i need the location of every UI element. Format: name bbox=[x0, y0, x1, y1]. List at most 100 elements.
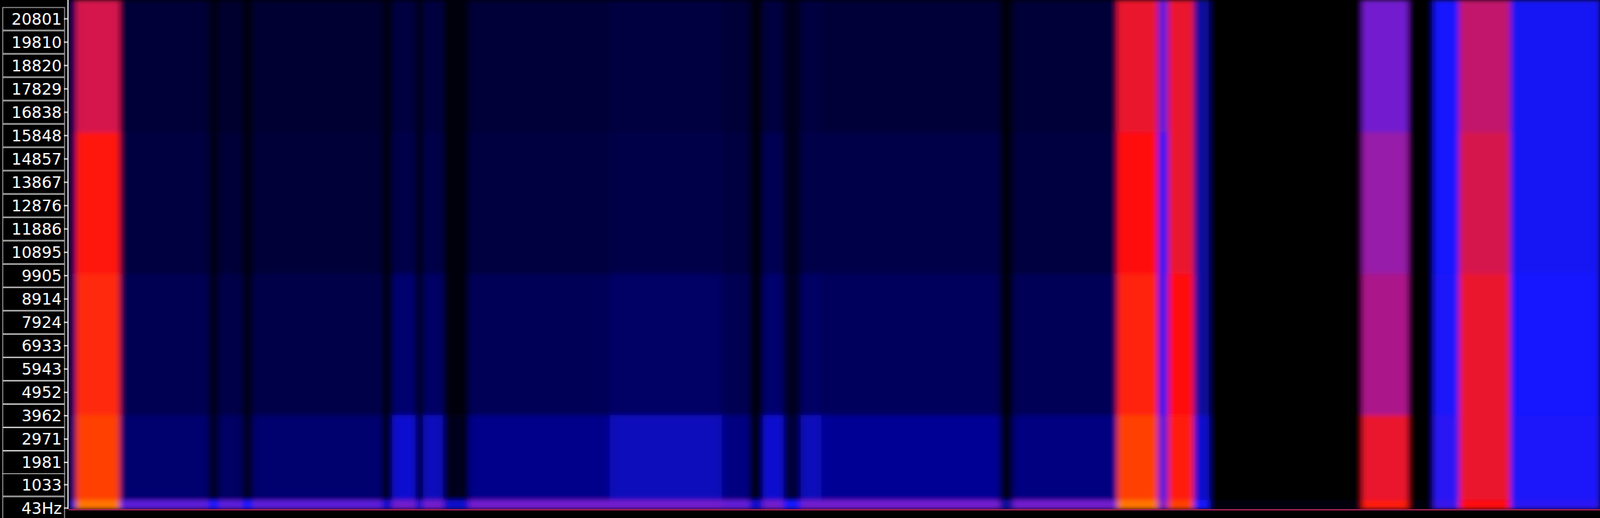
y-tick-label: 5943 bbox=[21, 360, 62, 379]
spectrogram-cell bbox=[1117, 499, 1159, 510]
spectrogram-cell bbox=[242, 415, 253, 501]
spectrogram-cell bbox=[208, 273, 220, 416]
y-tick bbox=[63, 462, 68, 464]
spectrogram-cell bbox=[208, 131, 220, 274]
spectrogram-cell bbox=[783, 0, 802, 133]
spectrogram-cell bbox=[609, 273, 723, 416]
spectrogram-cell bbox=[219, 273, 244, 416]
spectrogram-cell bbox=[999, 0, 1014, 133]
y-tick-label: 13867 bbox=[11, 173, 62, 192]
spectrogram-cell bbox=[1168, 415, 1195, 501]
spectrogram-cell bbox=[219, 415, 244, 501]
spectrogram-cell bbox=[392, 499, 417, 510]
y-tick-label: 16838 bbox=[11, 103, 62, 122]
spectrogram-cell bbox=[252, 0, 383, 133]
y-tick bbox=[63, 41, 68, 43]
spectrogram-cell bbox=[999, 499, 1014, 510]
spectrogram-cell bbox=[423, 0, 444, 133]
y-tick bbox=[63, 252, 68, 254]
y-tick-label: 15848 bbox=[11, 127, 62, 145]
tick-label-box bbox=[2, 194, 65, 217]
spectrogram-cell bbox=[392, 131, 417, 274]
y-tick-label: 11886 bbox=[11, 220, 62, 239]
y-tick-label: 14857 bbox=[11, 150, 62, 169]
y-tick bbox=[63, 415, 68, 417]
y-tick-label: 20801 bbox=[11, 10, 62, 29]
y-tick-label: 18820 bbox=[11, 56, 62, 75]
spectrogram-cell bbox=[1408, 273, 1435, 416]
y-tick bbox=[63, 322, 68, 324]
spectrogram-cell bbox=[783, 273, 802, 416]
spectrogram-cell bbox=[1117, 415, 1159, 501]
spectrogram-cell bbox=[609, 415, 723, 501]
spectrogram-cell bbox=[252, 273, 383, 416]
tick-label-box bbox=[2, 287, 65, 311]
spectrogram-cell bbox=[800, 415, 822, 501]
spectrogram-cell bbox=[749, 131, 764, 274]
spectrogram-cell bbox=[443, 0, 470, 133]
y-axis-line bbox=[67, 0, 69, 510]
spectrogram-chart: 43Hz103319812971396249525943693379248914… bbox=[0, 0, 1600, 518]
spectrogram-cell bbox=[1459, 415, 1511, 501]
y-axis: 43Hz103319812971396249525943693379248914… bbox=[2, 7, 68, 518]
spectrogram-cell bbox=[1362, 0, 1410, 133]
spectrogram-cell bbox=[721, 0, 750, 133]
tick-label-box bbox=[2, 124, 65, 147]
spectrogram-cell bbox=[208, 415, 220, 501]
tick-label-box bbox=[2, 451, 65, 474]
y-tick-label: 17829 bbox=[11, 80, 62, 99]
spectrogram-cell bbox=[1408, 499, 1435, 510]
spectrogram-cell bbox=[721, 499, 750, 510]
spectrogram-cell bbox=[609, 131, 723, 274]
spectrogram-cell bbox=[381, 415, 393, 501]
spectrogram-cell bbox=[415, 131, 424, 274]
spectrogram-cell bbox=[392, 273, 417, 416]
spectrogram-cell bbox=[1193, 499, 1210, 510]
spectrogram-cell bbox=[1433, 131, 1460, 274]
spectrogram-cell bbox=[1209, 273, 1364, 416]
tick-label-box bbox=[2, 170, 65, 194]
spectrogram-cell bbox=[1193, 0, 1210, 133]
y-tick bbox=[63, 135, 68, 137]
spectrogram-cell bbox=[749, 273, 764, 416]
spectrogram-cell bbox=[1157, 499, 1169, 510]
y-tick-label: 19810 bbox=[11, 33, 62, 52]
spectrogram-cell bbox=[1510, 499, 1600, 510]
spectrogram-cell bbox=[1193, 273, 1210, 416]
y-tick-label: 10895 bbox=[11, 243, 62, 262]
spectrogram-cell bbox=[1459, 0, 1511, 133]
spectrogram-cell bbox=[443, 273, 470, 416]
y-tick-label: 3962 bbox=[21, 407, 62, 426]
spectrogram-cell bbox=[1012, 0, 1118, 133]
y-tick bbox=[63, 205, 68, 207]
spectrogram-cell bbox=[1157, 415, 1169, 501]
spectrogram-cell bbox=[762, 0, 784, 133]
spectrogram-cell bbox=[1408, 131, 1435, 274]
spectrogram-cell bbox=[800, 0, 822, 133]
spectrogram-cell bbox=[783, 415, 802, 501]
spectrogram-cell bbox=[242, 273, 253, 416]
spectrogram-cell bbox=[68, 0, 77, 133]
spectrogram-cell bbox=[1510, 273, 1600, 416]
spectrogram-cell bbox=[1433, 415, 1460, 501]
tick-label-box bbox=[2, 100, 65, 124]
spectrogram-cell bbox=[443, 499, 470, 510]
y-tick bbox=[63, 275, 68, 277]
spectrogram-cell bbox=[783, 131, 802, 274]
spectrogram-cell bbox=[821, 0, 1001, 133]
spectrogram-cell bbox=[821, 499, 1001, 510]
x-axis-line bbox=[68, 509, 1600, 511]
spectrogram-cell bbox=[1433, 273, 1460, 416]
spectrogram-cell bbox=[469, 273, 611, 416]
spectrogram-cell bbox=[999, 131, 1014, 274]
spectrogram-cell bbox=[1209, 131, 1364, 274]
tick-label-box bbox=[2, 217, 65, 241]
spectrogram-cell bbox=[219, 131, 244, 274]
tick-label-box bbox=[2, 30, 65, 54]
spectrogram-cell bbox=[1459, 131, 1511, 274]
y-tick bbox=[63, 368, 68, 371]
spectrogram-cell bbox=[1117, 131, 1159, 274]
y-tick-label: 12876 bbox=[11, 197, 62, 215]
y-tick-label: 1033 bbox=[21, 476, 62, 495]
spectrogram-cell bbox=[800, 131, 822, 274]
